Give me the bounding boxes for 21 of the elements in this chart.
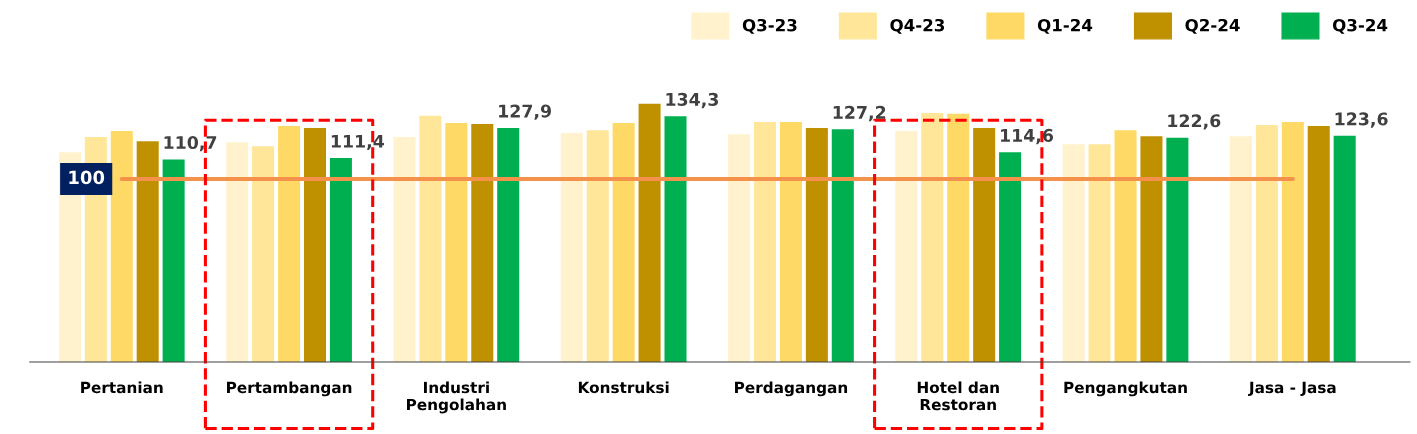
x-tick-label: Jasa - Jasa (1248, 381, 1336, 397)
legend-label: Q1-24 (1037, 18, 1093, 34)
ref-line-label: 100 (69, 170, 105, 185)
legend-label: Q3-24 (1332, 18, 1388, 34)
data-label: 134,3 (666, 92, 719, 109)
data-label: 127,9 (499, 104, 551, 120)
data-label: 127,2 (833, 105, 886, 122)
data-label: 122,6 (1168, 114, 1221, 130)
x-tick-label: Hotel dan Restoran (917, 381, 999, 411)
data-label: 123,6 (1335, 112, 1388, 128)
legend-label: Q3-23 (742, 18, 797, 34)
data-label: 111,4 (331, 134, 385, 151)
legend-label: Q4-23 (890, 18, 945, 34)
x-tick-label: Pengangkutan (1064, 381, 1187, 397)
x-tick-label: Pertambangan (227, 381, 352, 397)
x-tick-label: Konstruksi (578, 381, 669, 394)
x-tick-label: Perdagangan (735, 381, 848, 397)
data-label: 110,7 (164, 135, 217, 152)
x-tick-label: Industri Pengolahan (407, 381, 506, 414)
x-tick-label: Pertanian (81, 381, 163, 394)
legend-label: Q2-24 (1185, 18, 1240, 34)
